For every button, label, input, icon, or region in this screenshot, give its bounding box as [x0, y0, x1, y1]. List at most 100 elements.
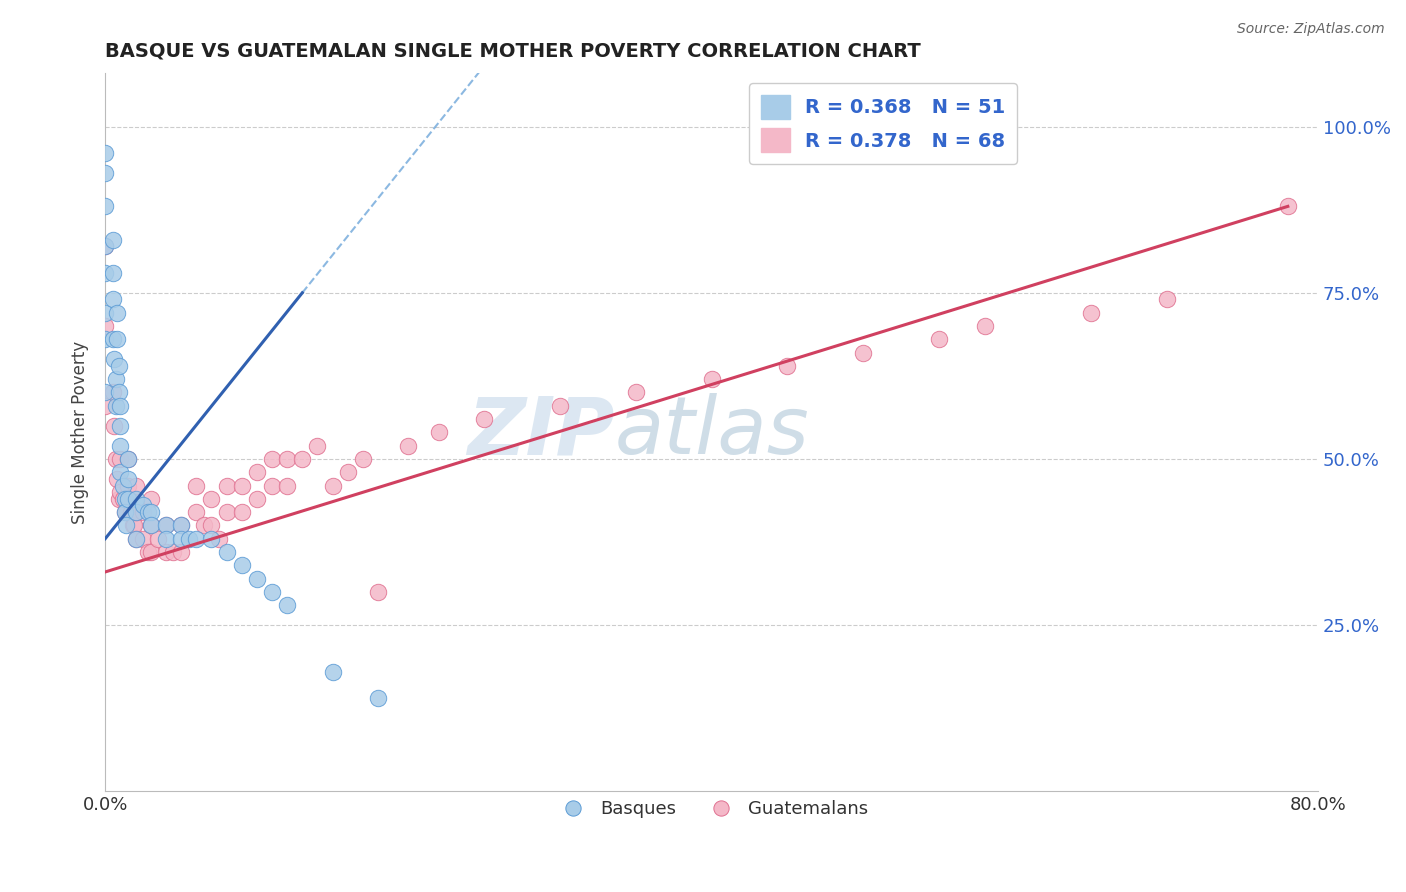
Point — [117, 491, 139, 506]
Point — [200, 532, 222, 546]
Point — [1156, 293, 1178, 307]
Point — [104, 452, 127, 467]
Point — [155, 518, 177, 533]
Point — [117, 452, 139, 467]
Point — [124, 505, 146, 519]
Point — [110, 485, 132, 500]
Point — [114, 491, 136, 506]
Point — [124, 505, 146, 519]
Point — [246, 465, 269, 479]
Text: ZIP: ZIP — [467, 393, 614, 471]
Point — [215, 545, 238, 559]
Point — [110, 399, 132, 413]
Point — [112, 478, 135, 492]
Point — [136, 505, 159, 519]
Point — [94, 166, 117, 180]
Text: atlas: atlas — [614, 393, 810, 471]
Point — [122, 518, 145, 533]
Point — [108, 359, 131, 373]
Legend: Basques, Guatemalans: Basques, Guatemalans — [548, 793, 876, 825]
Point — [973, 318, 995, 333]
Point — [94, 239, 117, 253]
Point — [94, 318, 117, 333]
Point — [103, 418, 125, 433]
Point — [103, 352, 125, 367]
Point — [367, 691, 389, 706]
Point — [108, 385, 131, 400]
Point — [260, 585, 283, 599]
Point — [139, 491, 162, 506]
Point — [1277, 199, 1299, 213]
Point — [398, 439, 420, 453]
Point — [322, 665, 344, 679]
Point — [177, 532, 200, 546]
Point — [94, 332, 117, 346]
Point — [276, 478, 298, 492]
Point — [200, 518, 222, 533]
Point — [170, 545, 193, 559]
Point — [104, 372, 127, 386]
Point — [155, 545, 177, 559]
Point — [928, 332, 950, 346]
Point — [124, 532, 146, 546]
Point — [94, 399, 117, 413]
Point — [110, 452, 132, 467]
Point — [352, 452, 374, 467]
Point — [170, 518, 193, 533]
Point — [94, 385, 117, 400]
Point — [105, 306, 128, 320]
Point — [139, 518, 162, 533]
Point — [624, 385, 647, 400]
Point — [852, 345, 875, 359]
Point — [307, 439, 329, 453]
Point — [110, 439, 132, 453]
Point — [124, 491, 146, 506]
Point — [104, 399, 127, 413]
Point — [101, 385, 124, 400]
Point — [155, 532, 177, 546]
Point — [101, 233, 124, 247]
Point — [139, 518, 162, 533]
Point — [124, 478, 146, 492]
Point — [427, 425, 450, 440]
Point — [118, 491, 141, 506]
Point — [170, 518, 193, 533]
Point — [110, 465, 132, 479]
Point — [231, 505, 253, 519]
Point — [132, 499, 155, 513]
Point — [124, 532, 146, 546]
Point — [117, 478, 139, 492]
Point — [101, 293, 124, 307]
Point — [776, 359, 799, 373]
Point — [291, 452, 314, 467]
Point — [215, 505, 238, 519]
Point — [139, 545, 162, 559]
Point — [101, 266, 124, 280]
Point — [120, 505, 142, 519]
Point — [94, 239, 117, 253]
Y-axis label: Single Mother Poverty: Single Mother Poverty — [72, 341, 89, 524]
Point — [336, 465, 359, 479]
Point — [112, 491, 135, 506]
Point — [114, 505, 136, 519]
Point — [472, 412, 495, 426]
Point — [1080, 306, 1102, 320]
Point — [115, 518, 138, 533]
Point — [193, 518, 215, 533]
Point — [215, 478, 238, 492]
Point — [700, 372, 723, 386]
Point — [121, 518, 143, 533]
Point — [105, 332, 128, 346]
Point — [246, 491, 269, 506]
Point — [94, 146, 117, 161]
Point — [117, 452, 139, 467]
Point — [231, 478, 253, 492]
Point — [148, 532, 170, 546]
Point — [132, 505, 155, 519]
Text: BASQUE VS GUATEMALAN SINGLE MOTHER POVERTY CORRELATION CHART: BASQUE VS GUATEMALAN SINGLE MOTHER POVER… — [105, 42, 921, 61]
Text: Source: ZipAtlas.com: Source: ZipAtlas.com — [1237, 22, 1385, 37]
Point — [162, 545, 184, 559]
Point — [94, 266, 117, 280]
Point — [246, 572, 269, 586]
Point — [132, 532, 155, 546]
